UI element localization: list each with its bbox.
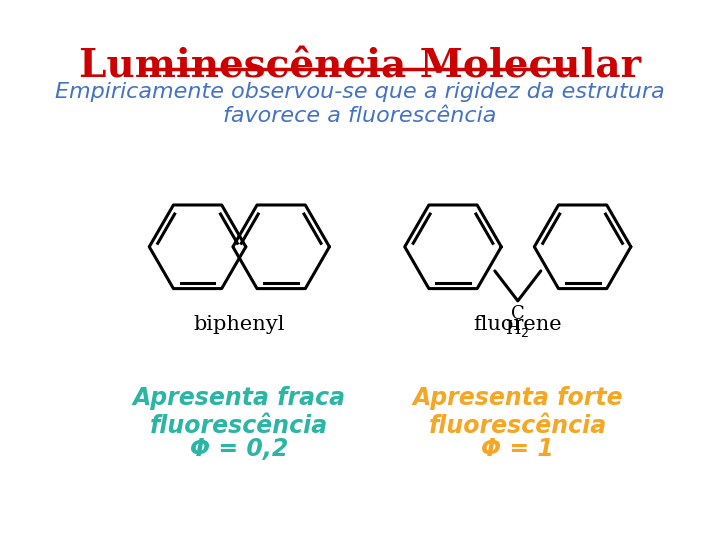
Text: C: C — [511, 305, 525, 322]
Text: biphenyl: biphenyl — [194, 315, 285, 334]
Text: Φ = 1: Φ = 1 — [482, 437, 554, 461]
Text: Empiricamente observou-se que a rigidez da estrutura
favorece a fluorescência: Empiricamente observou-se que a rigidez … — [55, 83, 665, 126]
Text: fluorene: fluorene — [474, 315, 562, 334]
Text: Luminescência Molecular: Luminescência Molecular — [79, 47, 641, 85]
Text: Apresenta forte
fluorescência: Apresenta forte fluorescência — [413, 386, 623, 438]
Text: Φ = 0,2: Φ = 0,2 — [190, 437, 289, 461]
Text: Apresenta fraca
fluorescência: Apresenta fraca fluorescência — [132, 386, 346, 438]
Text: H$_2$: H$_2$ — [505, 318, 530, 339]
